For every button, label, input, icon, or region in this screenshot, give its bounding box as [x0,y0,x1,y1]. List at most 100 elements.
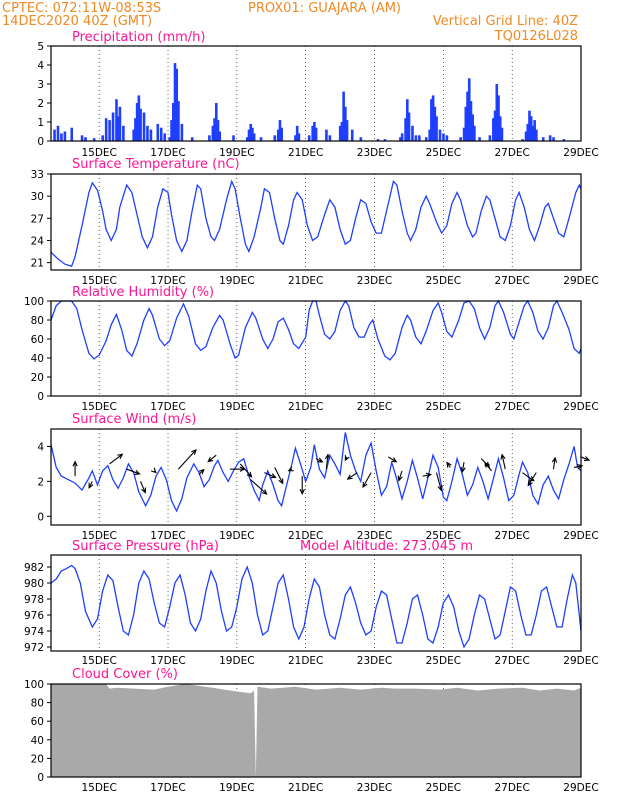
bar [438,129,442,141]
bar [214,103,218,141]
bar [531,125,535,141]
header-station: PROX01: GUAJARA (AM) [248,1,401,16]
bar [325,129,328,141]
bar [213,118,216,141]
bar [122,125,125,141]
bar [115,99,118,141]
bar [252,133,256,141]
wind-arrow-head [198,468,205,475]
panel-title: Precipitation (mm/h) [72,30,205,45]
x-tick-label: 21DEC [288,275,323,287]
wind-arrow-head [446,461,452,468]
panel-title: Surface Pressure (hPa) [72,539,219,554]
x-tick-label: 21DEC [288,401,323,413]
panel-3: 15DEC 17DEC 19DEC 21DEC 23DEC 25DEC 27DEC 29DEC… [37,412,598,542]
wind-arrow [580,456,590,461]
y-tick-label: 21 [31,258,44,270]
y-tick-label: 0 [37,511,44,523]
bar [170,120,173,141]
y-tick-label: 40 [31,735,44,747]
wind-arrow-head [287,466,294,472]
y-tick-label: 974 [24,626,44,638]
wind-arrow-head [246,471,253,478]
bar [467,78,471,141]
x-tick-label: 25DEC [426,401,461,413]
bar [430,99,433,141]
bar [466,91,469,141]
bar [541,137,545,141]
x-tick-label: 17DEC [150,275,185,287]
y-tick-label: 0 [37,391,44,403]
wind-arrow [139,481,146,493]
y-tick-label: 0 [37,772,44,784]
panel-frame [50,173,582,271]
bar [218,131,222,141]
bar [297,133,301,141]
wind-arrow [347,472,358,480]
wind-arrow-head [299,488,305,495]
bar [500,127,504,141]
wind-arrow-head [397,475,403,482]
bar [175,68,179,141]
bar [328,135,332,141]
x-tick-label: 27DEC [494,655,529,667]
bar [294,135,297,141]
bar [60,133,63,141]
bar [495,84,499,141]
bar [307,135,311,141]
bar [134,118,137,141]
bar [376,139,380,141]
bar [473,125,476,141]
y-tick-label: 1 [37,117,44,129]
bar [216,120,220,141]
bar [493,110,497,141]
bar [137,95,141,141]
bar [139,108,142,141]
wind-arrow-head [362,482,368,489]
wind-arrow-head [261,489,268,495]
panel-frame [50,300,582,397]
bar [498,116,502,141]
bar [276,129,280,141]
bar [469,101,473,141]
x-tick-label: 21DEC [288,782,323,794]
x-tick-label: 19DEC [219,530,254,542]
wind-arrow-head [88,482,94,489]
wind-arrow-head [117,453,124,460]
wind-arrow-head [425,472,432,478]
bar [190,137,194,141]
header-date: 14DEC2020 40Z (GMT) [2,14,152,29]
wind-arrow [501,454,506,470]
wind-arrow [435,472,442,491]
x-tick-label: 29DEC [563,275,598,287]
x-tick-label: 27DEC [494,147,529,159]
wind-arrow-head [500,453,506,460]
header-location: CPTEC: 072:11W-08:53S [2,1,161,16]
bar [56,125,60,141]
wind-arrow [422,473,431,477]
x-tick-label: 27DEC [494,530,529,542]
bar [359,137,363,141]
wind-arrow [398,470,403,481]
cloud-cover-area [51,684,581,777]
wind-arrow-head [484,461,490,468]
y-tick-label: 978 [24,594,44,606]
bar [278,120,282,141]
wind-arrow-head [324,453,331,460]
bar [168,137,172,141]
bar [400,133,404,141]
bar [111,112,115,141]
bar [350,129,354,141]
bar [406,99,409,141]
bar [431,95,435,141]
bar [149,129,153,141]
wind-arrow-head [207,456,214,463]
bar [280,127,283,141]
bar [383,139,387,141]
x-tick-label: 25DEC [426,782,461,794]
bar [70,127,74,141]
wind-arrow [207,454,217,463]
x-tick-label: 17DEC [150,655,185,667]
x-tick-label: 25DEC [426,275,461,287]
